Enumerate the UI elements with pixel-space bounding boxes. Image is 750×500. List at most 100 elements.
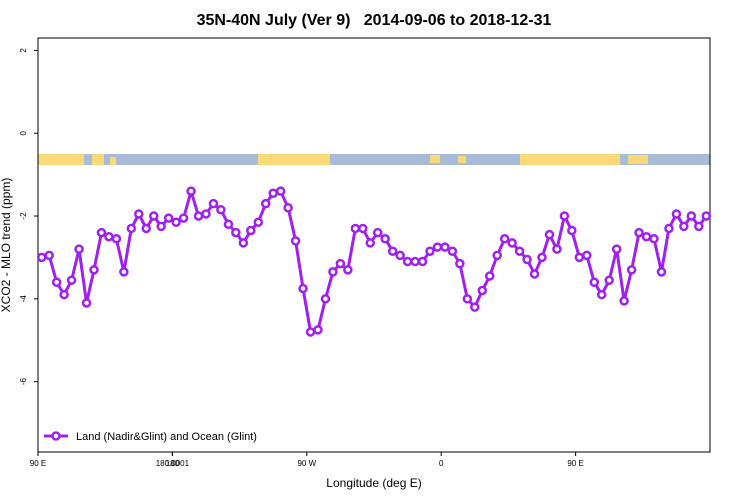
data-point <box>417 256 428 267</box>
data-point <box>328 267 338 277</box>
data-point <box>365 238 376 248</box>
data-point <box>186 186 196 196</box>
data-point <box>619 296 629 306</box>
data-point <box>626 265 637 275</box>
data-point <box>231 227 241 238</box>
data-point <box>134 209 144 219</box>
data-point <box>298 283 308 294</box>
data-point <box>335 258 346 269</box>
data-point <box>119 267 129 277</box>
data-point <box>51 277 62 288</box>
data-point <box>582 250 592 261</box>
data-point <box>283 202 293 213</box>
data-point <box>380 234 390 244</box>
data-point <box>514 246 525 256</box>
data-point <box>59 289 69 300</box>
data-point <box>671 209 682 219</box>
data-point <box>649 234 659 244</box>
x-tick-label: 0 <box>439 459 444 468</box>
data-point <box>499 234 510 244</box>
data-point <box>171 217 181 227</box>
y-tick-label: -6 <box>19 378 28 386</box>
data-point <box>574 252 585 263</box>
data-point <box>66 275 77 285</box>
data-point <box>313 325 323 335</box>
data-point <box>544 229 555 240</box>
data-point <box>567 225 577 236</box>
plot-frame <box>37 37 711 453</box>
data-point <box>36 252 47 263</box>
data-point <box>686 211 697 221</box>
data-point <box>223 219 234 230</box>
data-point <box>208 198 219 209</box>
data-point <box>425 246 435 256</box>
data-point <box>477 285 488 296</box>
data-point <box>604 275 614 285</box>
data-point <box>253 217 264 227</box>
data-point <box>484 271 495 281</box>
data-point <box>104 231 114 242</box>
data-point <box>701 211 712 221</box>
x-axis-label: Longitude (deg E) <box>326 476 421 490</box>
data-point <box>260 198 271 209</box>
data-point <box>410 256 420 267</box>
data-point <box>447 246 458 256</box>
data-point <box>537 252 547 263</box>
data-point <box>216 205 226 215</box>
data-point <box>462 294 473 304</box>
data-point <box>470 302 480 312</box>
data-point <box>656 267 667 277</box>
data-point <box>552 244 562 254</box>
data-point <box>455 258 465 269</box>
x-tick-label: 180.0001 <box>156 459 190 468</box>
data-point <box>89 265 99 275</box>
data-point <box>246 225 256 236</box>
data-point <box>440 242 450 252</box>
y-tick-label: 0 <box>19 130 28 135</box>
y-axis-label: XCO2 - MLO trend (ppm) <box>0 178 13 313</box>
data-point <box>320 294 331 304</box>
data-point <box>372 227 383 238</box>
x-tick-label: 90 W <box>297 459 316 468</box>
data-point <box>141 223 152 234</box>
data-point <box>529 269 540 279</box>
x-tick-label: 90 E <box>30 459 46 468</box>
data-point <box>290 236 301 246</box>
data-point <box>275 186 286 196</box>
data-point <box>44 250 54 261</box>
data-point <box>634 227 644 238</box>
data-point <box>343 265 353 275</box>
data-point <box>395 250 405 261</box>
data-point <box>163 213 174 223</box>
data-point <box>193 211 204 221</box>
data-point <box>492 250 502 261</box>
legend-marker <box>51 431 61 441</box>
data-point <box>268 188 278 198</box>
data-point <box>148 211 159 221</box>
legend-label: Land (Nadir&Glint) and Ocean (Glint) <box>76 431 257 443</box>
data-point <box>238 238 249 248</box>
data-point <box>641 231 652 242</box>
data-point <box>432 242 443 252</box>
data-point <box>387 246 398 256</box>
data-point <box>111 234 122 244</box>
data-point <box>522 254 532 265</box>
data-point <box>126 223 137 234</box>
y-tick-label: -2 <box>19 212 28 220</box>
data-point <box>611 244 622 254</box>
data-point <box>156 221 166 232</box>
data-point <box>402 256 413 267</box>
data-point <box>201 209 211 219</box>
data-point <box>74 244 84 254</box>
data-point <box>694 221 704 232</box>
data-point <box>596 289 607 300</box>
data-point <box>305 327 316 337</box>
data-point <box>664 223 674 234</box>
chart-title: 35N-40N July (Ver 9) 2014-09-06 to 2018-… <box>197 12 552 29</box>
data-point <box>589 277 600 288</box>
x-tick-label: 90 E <box>567 459 583 468</box>
y-tick-label: -4 <box>19 295 28 303</box>
data-point <box>679 221 689 232</box>
x-tick-label: 180 <box>166 459 180 468</box>
